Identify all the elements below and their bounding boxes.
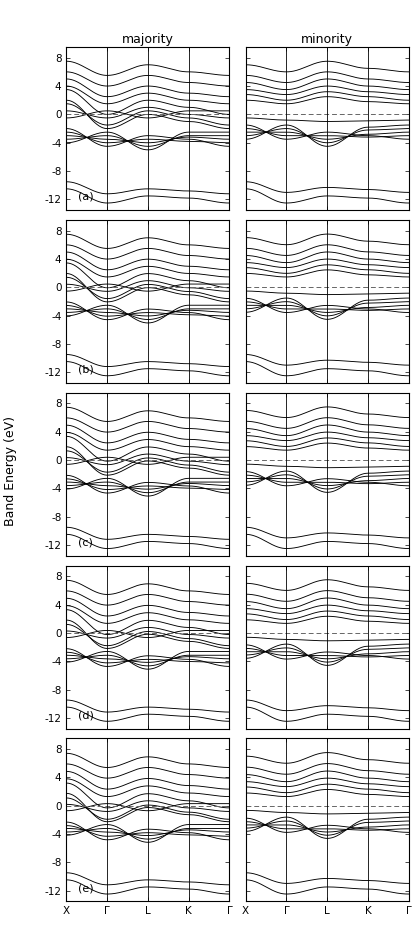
Text: (a): (a) [78,192,93,202]
Text: (d): (d) [78,710,94,721]
Text: (e): (e) [78,884,93,893]
Text: Band Energy (eV): Band Energy (eV) [4,416,17,525]
Text: (b): (b) [78,365,93,375]
Title: majority: majority [122,33,174,46]
Text: (c): (c) [78,537,93,548]
Title: minority: minority [301,33,353,46]
